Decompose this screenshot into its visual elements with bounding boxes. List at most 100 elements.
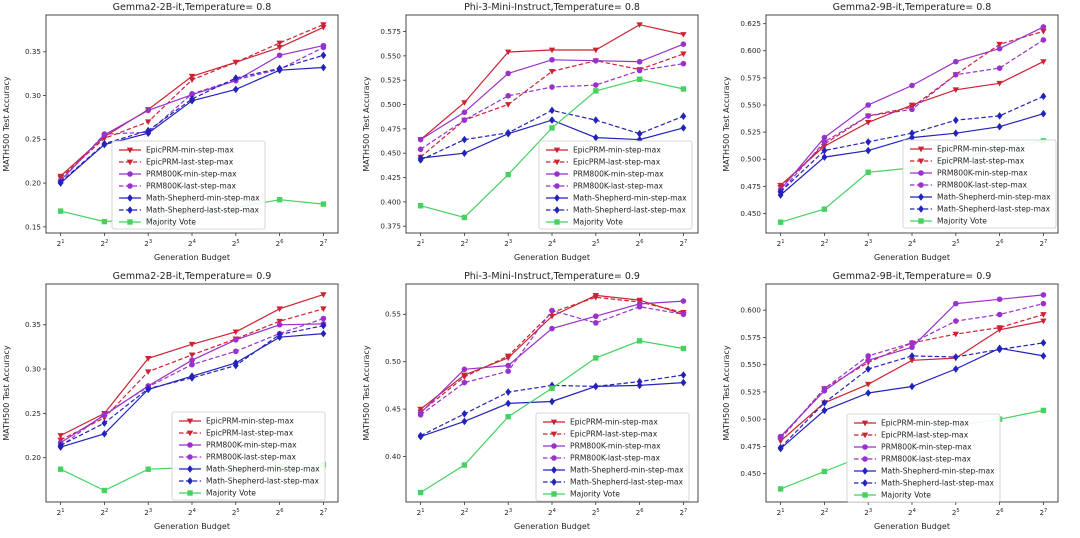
marker-triangle-down (188, 341, 196, 348)
marker-diamond (680, 112, 687, 121)
series-math-shepherd-last-step-max (417, 371, 687, 440)
marker-triangle-down (680, 51, 687, 58)
marker-circle (593, 57, 599, 64)
legend-label: EpicPRM-last-step-max (146, 158, 234, 167)
legend-label: EpicPRM-min-step-max (206, 417, 294, 426)
marker-triangle-down (861, 432, 869, 439)
marker-triangle-down (917, 146, 925, 153)
marker-diamond (187, 477, 193, 485)
marker-diamond (101, 139, 108, 148)
legend: EpicPRM-min-step-max EpicPRM-last-step-ma… (846, 413, 1001, 503)
marker-square (145, 466, 151, 472)
marker-triangle-down (550, 419, 558, 426)
marker-circle (918, 170, 924, 176)
marker-triangle-down (865, 381, 872, 388)
series-math-shepherd-last-step-max (57, 51, 327, 187)
axes: 0.375 0.400 0.425 0.450 0.475 0.500 0.525 0.550… (380, 14, 699, 248)
x-tick-label: 22 (460, 508, 468, 517)
marker-diamond (952, 116, 959, 125)
marker-diamond (551, 478, 557, 486)
marker-diamond (952, 129, 959, 138)
chart-title: Gemma2-9B-it,Temperature= 0.8 (833, 2, 992, 13)
y-tick-label: 0.500 (380, 100, 401, 109)
x-tick-label: 25 (232, 508, 240, 517)
legend-label: EpicPRM-min-step-max (937, 145, 1025, 154)
legend-label: PRM800K-last-step-max (146, 182, 236, 191)
marker-diamond (549, 116, 555, 124)
marker-diamond (505, 399, 512, 408)
x-tick-label: 21 (417, 239, 425, 248)
chart-gemma2-2b-t09: Gemma2-2B-it,Temperature= 0.9 Generation… (2, 271, 339, 531)
marker-square (918, 218, 924, 224)
marker-diamond (592, 116, 599, 124)
marker-triangle-down (636, 22, 643, 28)
legend: EpicPRM-min-step-max EpicPRM-last-step-ma… (111, 140, 266, 230)
marker-square (549, 385, 555, 391)
marker-square (777, 486, 784, 492)
marker-circle (996, 45, 1003, 52)
legend-label: PRM800K-min-step-max (573, 170, 664, 179)
legend-label: PRM800K-last-step-max (881, 455, 971, 464)
x-tick-label: 27 (319, 508, 327, 517)
x-tick-label: 22 (100, 239, 108, 248)
marker-circle (821, 385, 828, 392)
legend-label: Math-Shepherd-min-step-max (573, 194, 687, 203)
marker-diamond (320, 63, 327, 72)
y-tick-label: 0.525 (740, 128, 761, 137)
marker-circle (187, 442, 193, 448)
marker-triangle-down (57, 433, 64, 439)
series-math-shepherd-last-step-max (777, 339, 1047, 452)
marker-diamond (592, 382, 599, 391)
marker-square (551, 491, 557, 497)
marker-diamond (952, 365, 959, 373)
marker-circle (680, 60, 687, 67)
marker-square (505, 171, 511, 178)
marker-triangle-down (145, 119, 152, 126)
marker-square (636, 76, 643, 82)
marker-square (276, 197, 283, 203)
marker-triangle-down (505, 102, 512, 108)
x-tick-label: 26 (276, 239, 284, 248)
marker-diamond (592, 133, 599, 142)
marker-circle (549, 325, 555, 332)
y-tick-label: 0.20 (25, 453, 41, 462)
y-tick-label: 0.550 (740, 360, 761, 369)
x-tick-label: 27 (1039, 508, 1047, 517)
marker-circle (821, 139, 828, 145)
legend-label: Math-Shepherd-last-step-max (206, 477, 320, 486)
marker-circle (1040, 37, 1047, 43)
marker-square (461, 462, 468, 468)
legend-label: Majority Vote (206, 489, 256, 498)
marker-diamond (862, 479, 868, 487)
marker-square (593, 355, 599, 361)
marker-circle (680, 41, 687, 47)
y-axis-label: MATH500 Test Accuracy (722, 76, 731, 172)
marker-circle (417, 136, 424, 143)
legend-label: Math-Shepherd-min-step-max (206, 465, 320, 474)
x-tick-label: 24 (548, 508, 557, 517)
legend-label: EpicPRM-min-step-max (881, 419, 969, 428)
x-tick-label: 24 (908, 239, 917, 248)
series-prm800k-last-step-max (777, 300, 1047, 441)
y-tick-label: 0.55 (385, 310, 401, 319)
chart-title: Gemma2-2B-it,Temperature= 0.9 (113, 271, 272, 282)
marker-circle (953, 300, 959, 307)
marker-diamond (554, 206, 560, 214)
marker-diamond (1040, 339, 1047, 347)
marker-square (554, 219, 560, 225)
y-axis-label: MATH500 Test Accuracy (2, 76, 11, 172)
marker-square (862, 492, 868, 498)
x-tick-label: 21 (417, 508, 425, 517)
marker-diamond (276, 330, 283, 339)
marker-circle (461, 366, 468, 373)
y-tick-label: 0.25 (25, 135, 41, 144)
x-tick-label: 26 (636, 239, 644, 248)
marker-triangle-down (461, 374, 468, 381)
marker-diamond (865, 138, 872, 146)
y-tick-label: 0.575 (380, 27, 401, 36)
x-tick-label: 24 (548, 239, 557, 248)
marker-diamond (549, 106, 555, 115)
marker-triangle-down (553, 147, 561, 154)
subplot-gemma2-9b-t09: Gemma2-9B-it,Temperature= 0.9 Generation… (720, 269, 1080, 538)
marker-diamond (461, 410, 468, 418)
